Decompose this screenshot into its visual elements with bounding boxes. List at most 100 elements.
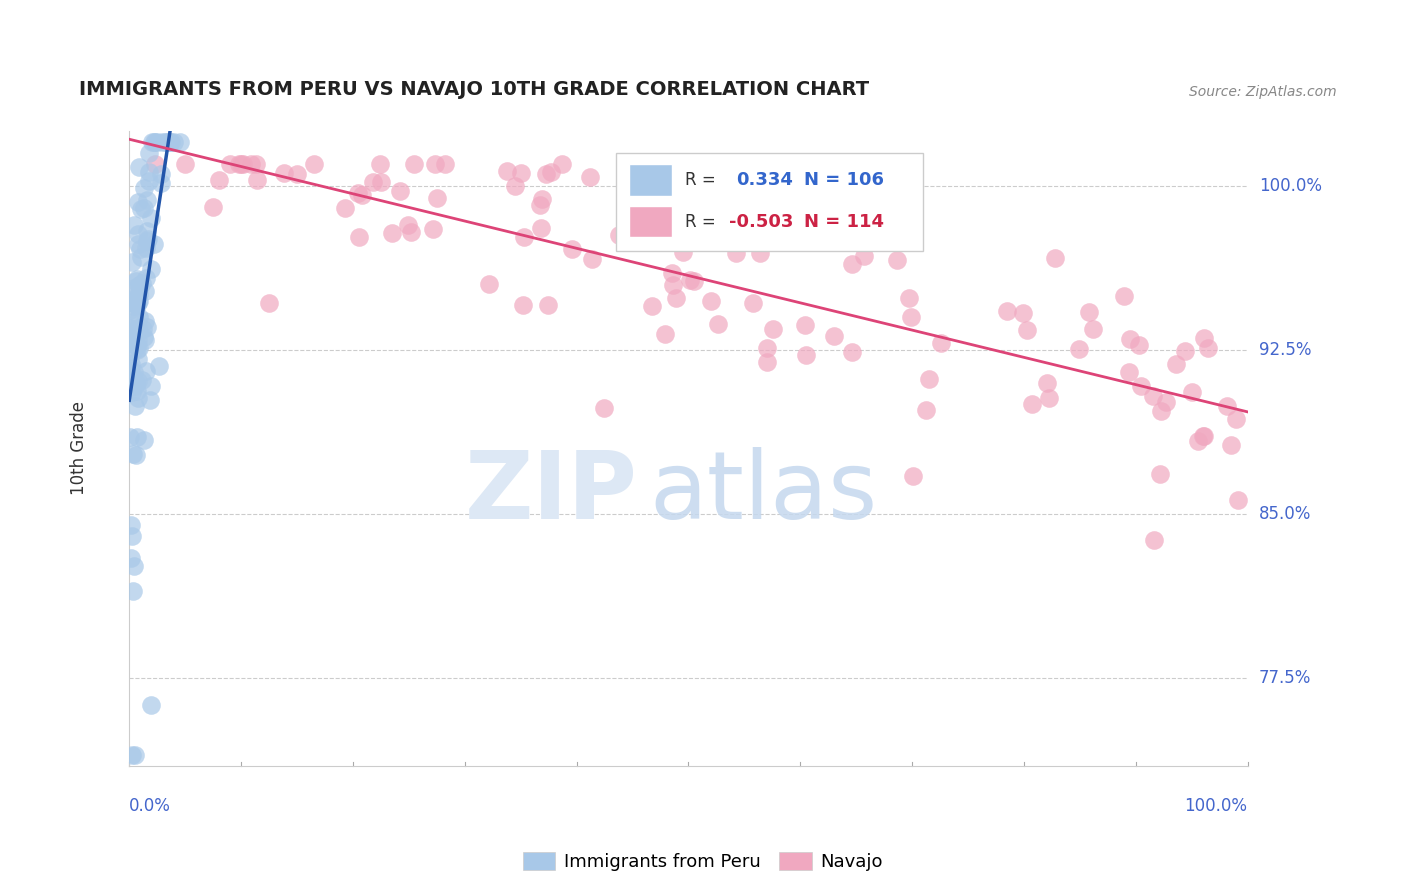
Point bbox=[120, 320, 142, 334]
Point bbox=[1142, 389, 1164, 403]
Point bbox=[426, 191, 449, 205]
Point bbox=[124, 399, 146, 413]
Point bbox=[125, 343, 148, 358]
Point bbox=[156, 135, 179, 149]
Point bbox=[1130, 379, 1153, 393]
Point bbox=[886, 252, 908, 267]
Point bbox=[122, 218, 145, 232]
Point bbox=[661, 266, 683, 280]
Point bbox=[120, 364, 142, 378]
Text: N = 106: N = 106 bbox=[804, 170, 883, 189]
Point bbox=[433, 156, 456, 170]
Point bbox=[1143, 533, 1166, 547]
Point bbox=[138, 393, 160, 408]
Point bbox=[142, 135, 165, 149]
Point bbox=[139, 379, 162, 393]
Point bbox=[361, 175, 384, 189]
Point bbox=[665, 292, 688, 306]
Point bbox=[120, 376, 142, 390]
Point bbox=[1187, 434, 1209, 448]
Point bbox=[245, 156, 267, 170]
Point bbox=[120, 322, 142, 336]
Point bbox=[900, 310, 922, 325]
Point bbox=[796, 348, 818, 362]
Point bbox=[124, 379, 146, 393]
Text: 77.5%: 77.5% bbox=[1258, 669, 1310, 688]
Point bbox=[125, 297, 148, 311]
Point bbox=[823, 328, 845, 343]
Point bbox=[402, 156, 425, 170]
Point bbox=[146, 135, 169, 149]
Point bbox=[124, 376, 146, 390]
Point bbox=[148, 359, 170, 373]
Point bbox=[131, 276, 153, 290]
Point bbox=[661, 278, 683, 293]
Point bbox=[1225, 411, 1247, 425]
Point bbox=[134, 201, 156, 215]
Point bbox=[124, 747, 146, 762]
Point bbox=[724, 246, 747, 260]
Point bbox=[537, 297, 560, 311]
Point bbox=[163, 135, 186, 149]
Point bbox=[124, 274, 146, 288]
Point bbox=[707, 318, 730, 332]
Point bbox=[139, 698, 162, 712]
Point bbox=[121, 447, 143, 461]
Point bbox=[396, 219, 419, 233]
Point bbox=[1038, 391, 1060, 405]
Point bbox=[664, 214, 686, 228]
Text: atlas: atlas bbox=[650, 447, 877, 539]
Point bbox=[128, 310, 150, 325]
Point bbox=[231, 156, 253, 170]
Point bbox=[640, 300, 662, 314]
Point bbox=[150, 167, 173, 181]
Point bbox=[121, 255, 143, 269]
Point bbox=[679, 272, 702, 286]
Point bbox=[793, 318, 815, 332]
Point bbox=[122, 330, 145, 344]
Point bbox=[125, 339, 148, 353]
Text: Source: ZipAtlas.com: Source: ZipAtlas.com bbox=[1189, 85, 1337, 99]
Point bbox=[131, 202, 153, 217]
Point bbox=[125, 376, 148, 391]
Point bbox=[1192, 429, 1215, 443]
Point bbox=[135, 270, 157, 285]
Point bbox=[370, 175, 392, 189]
Point bbox=[841, 345, 863, 359]
Point bbox=[132, 180, 155, 194]
Point bbox=[368, 156, 391, 170]
Point bbox=[132, 433, 155, 447]
Text: 92.5%: 92.5% bbox=[1258, 341, 1312, 359]
Point bbox=[131, 373, 153, 387]
Point bbox=[218, 156, 240, 170]
Point bbox=[995, 304, 1018, 318]
Point bbox=[127, 391, 149, 405]
Point bbox=[381, 226, 404, 240]
Point bbox=[853, 248, 876, 262]
Text: 0.334: 0.334 bbox=[737, 170, 793, 189]
Point bbox=[901, 469, 924, 483]
Point bbox=[607, 227, 630, 242]
Point bbox=[246, 173, 269, 187]
Legend: Immigrants from Peru, Navajo: Immigrants from Peru, Navajo bbox=[516, 846, 890, 879]
Point bbox=[208, 173, 231, 187]
Point bbox=[127, 285, 149, 300]
Point bbox=[1215, 400, 1237, 414]
Point bbox=[672, 245, 695, 260]
Point bbox=[350, 188, 373, 202]
Point bbox=[127, 195, 149, 210]
Point bbox=[578, 170, 600, 185]
Point bbox=[122, 559, 145, 574]
Point bbox=[631, 227, 654, 241]
FancyBboxPatch shape bbox=[628, 164, 672, 195]
Point bbox=[1011, 306, 1033, 320]
Point bbox=[122, 344, 145, 359]
Point bbox=[122, 584, 145, 599]
Text: 100.0%: 100.0% bbox=[1258, 177, 1322, 194]
Point bbox=[136, 232, 159, 246]
Point bbox=[700, 294, 723, 309]
Point bbox=[120, 361, 142, 376]
Point bbox=[160, 135, 183, 149]
Text: 85.0%: 85.0% bbox=[1258, 505, 1310, 523]
Point bbox=[654, 326, 676, 341]
